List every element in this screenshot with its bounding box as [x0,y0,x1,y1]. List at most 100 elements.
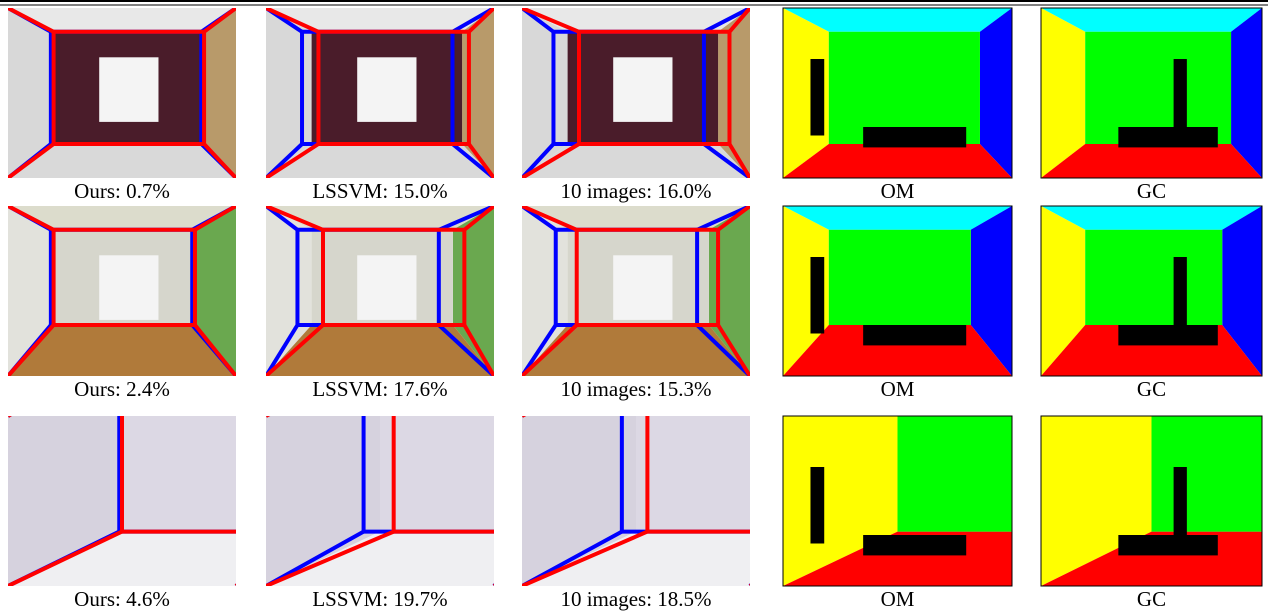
caption: GC [1137,377,1166,401]
caption: LSSVM: 15.0% [312,179,447,203]
ceiling [266,8,494,32]
window [613,57,673,122]
layout-line [522,144,553,178]
floor [266,531,494,586]
right-wall [1262,348,1268,586]
clutter [1118,127,1218,148]
floor [522,144,750,178]
layout-line [266,206,323,230]
ceiling [522,8,750,32]
layout-line [522,8,579,32]
right-wall [1222,206,1262,376]
right-wall [718,8,750,178]
image [8,8,236,178]
image-frame [1040,7,1263,179]
layout-line [522,325,577,376]
caption: GC [1137,179,1166,203]
right-wall [204,8,236,178]
caption: 10 images: 16.0% [560,179,711,203]
image-frame [782,7,1013,179]
image [8,416,236,586]
image [783,416,1012,586]
floor [522,531,750,586]
image [522,206,750,376]
clutter [810,257,825,334]
layout-line [453,144,494,178]
image-frame [782,205,1013,377]
ceiling [783,206,1012,230]
clutter [863,127,967,148]
back-wall [636,416,750,532]
clutter [810,467,825,544]
right-wall [970,206,1012,376]
caption: Ours: 4.6% [74,587,170,611]
caption: Ours: 0.7% [74,179,170,203]
layout-line [704,8,750,32]
layout-line [266,325,297,376]
window [357,57,417,122]
floor [1041,144,1262,178]
layout-line [8,8,54,32]
floor [783,144,1012,178]
left-wall [522,416,636,586]
floor [522,325,750,376]
image [1041,348,1268,586]
left-wall [1041,8,1086,178]
clutter [1173,257,1187,334]
caption: 10 images: 18.5% [560,587,711,611]
back-wall [122,416,236,532]
image [8,206,236,376]
clutter [863,535,967,556]
ceiling [1041,206,1262,230]
layout-line [522,144,579,178]
back-wall [1085,31,1232,144]
image [266,416,494,586]
image [266,8,494,178]
layout-line [266,144,318,178]
layout-line [195,206,236,230]
image [522,8,750,178]
layout-line [8,532,122,586]
floor [8,531,236,586]
image [522,416,750,586]
left-wall [266,416,380,586]
layout-line [718,206,750,230]
back-wall [828,229,971,325]
layout-line [464,325,494,376]
floor [266,144,494,178]
clutter [1173,467,1187,544]
right-wall [1231,8,1262,178]
ceiling [1041,8,1262,32]
window [357,255,417,320]
caption: LSSVM: 19.7% [312,587,447,611]
ceiling [522,206,750,230]
back-wall [897,416,1012,532]
layout-line [469,144,494,178]
ceiling [8,206,236,230]
window [99,57,159,122]
clutter [1118,535,1218,556]
layout-line [439,206,494,230]
caption: OM [881,587,915,611]
right-wall [979,8,1012,178]
caption: GC [1137,587,1166,611]
left-wall [8,8,54,178]
layout-line [8,206,54,230]
layout-line [195,325,236,376]
left-wall [522,8,568,178]
back-wall [1085,229,1223,325]
layout-line [8,325,54,376]
floor [8,325,236,376]
image-frame [782,415,1013,587]
image [1041,8,1262,178]
floor [266,325,494,376]
ceiling [266,206,494,230]
layout-line [204,144,236,178]
layout-line [439,325,494,376]
layout-line [266,325,323,376]
image-frame [1040,205,1263,377]
right-wall [194,206,236,376]
caption: OM [881,377,915,401]
back-wall [380,416,494,532]
